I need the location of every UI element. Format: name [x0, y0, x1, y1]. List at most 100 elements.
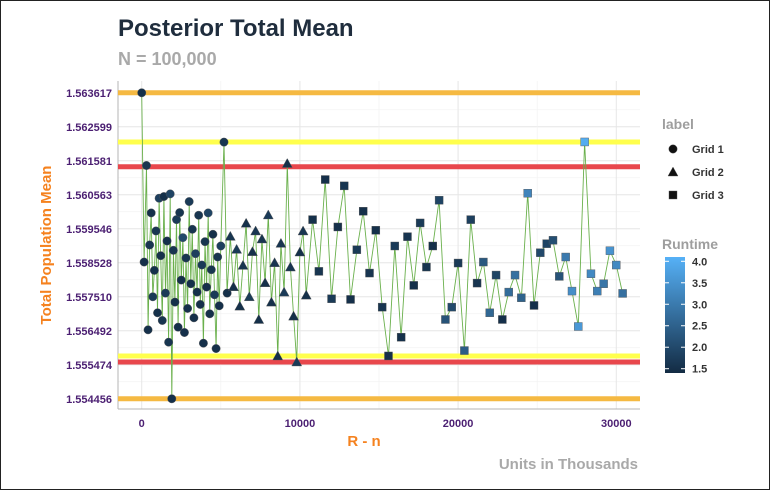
x-tick-label: 20000 — [443, 418, 474, 430]
data-point — [231, 243, 242, 254]
legend-shape-label: Grid 2 — [692, 167, 724, 179]
data-point — [214, 301, 224, 311]
data-point — [523, 189, 532, 198]
data-point — [151, 226, 161, 236]
data-point — [340, 181, 349, 191]
data-point — [561, 252, 570, 262]
x-tick-label: 0 — [139, 418, 145, 430]
data-point — [259, 277, 271, 287]
data-point — [186, 279, 196, 289]
data-point — [253, 314, 265, 324]
data-point — [224, 230, 236, 241]
data-point — [536, 248, 545, 257]
data-point — [517, 293, 526, 302]
data-point — [199, 338, 208, 348]
data-point — [441, 315, 450, 324]
colorbar-tick-label: 2.0 — [692, 342, 707, 354]
data-point — [529, 301, 539, 310]
y-tick-label: 1.559546 — [66, 224, 112, 236]
data-point — [148, 292, 158, 302]
data-point — [164, 337, 174, 347]
data-point — [297, 225, 309, 236]
data-point — [300, 289, 312, 300]
data-point — [156, 251, 166, 261]
data-point — [181, 253, 191, 263]
data-point — [168, 245, 178, 255]
y-tick-label: 1.561581 — [66, 156, 112, 168]
data-point — [275, 237, 287, 248]
data-point — [187, 224, 197, 234]
data-point — [567, 286, 577, 296]
y-tick-label: 1.556492 — [66, 326, 112, 338]
data-point — [262, 209, 274, 220]
runtime-colorbar — [665, 257, 685, 373]
data-point — [491, 270, 501, 280]
colorbar-tick-label: 4.0 — [692, 256, 707, 268]
data-point — [321, 175, 330, 184]
data-point — [288, 310, 299, 321]
data-point — [605, 246, 615, 255]
data-point — [466, 215, 475, 224]
data-point — [192, 287, 202, 297]
data-point — [504, 287, 513, 297]
legend-color-title: Runtime — [662, 236, 718, 252]
data-point — [203, 208, 213, 218]
x-tick-label: 30000 — [601, 418, 632, 430]
data-point — [291, 356, 303, 367]
data-point — [485, 308, 494, 318]
data-point — [173, 322, 183, 332]
data-point — [434, 196, 444, 205]
data-point — [269, 257, 280, 267]
data-point — [479, 257, 488, 267]
data-point — [162, 236, 172, 246]
data-point — [172, 215, 181, 225]
data-point — [206, 265, 216, 275]
chart-subtitle: N = 100,000 — [118, 49, 217, 69]
y-tick-label: 1.563617 — [66, 88, 112, 100]
data-point — [210, 290, 219, 300]
data-point — [167, 394, 177, 404]
data-point — [143, 325, 153, 335]
data-point — [612, 260, 621, 270]
data-point — [428, 241, 437, 251]
data-point — [281, 158, 293, 168]
data-point — [555, 272, 564, 281]
data-point — [184, 197, 194, 206]
data-point — [586, 269, 596, 278]
data-point — [178, 233, 188, 243]
data-point — [180, 328, 189, 337]
data-point — [266, 296, 277, 307]
x-axis-title: R - n — [347, 433, 380, 450]
legend-shape-key — [668, 144, 678, 154]
data-point — [294, 246, 306, 257]
data-point — [183, 304, 193, 313]
data-point — [415, 218, 425, 228]
chart-title: Posterior Total Mean — [118, 15, 354, 42]
data-point — [599, 279, 608, 288]
data-point — [197, 260, 207, 270]
colorbar-tick-label: 2.5 — [692, 321, 707, 333]
data-point — [314, 267, 324, 276]
data-point — [377, 302, 387, 312]
data-point — [165, 189, 175, 199]
data-point — [453, 258, 463, 268]
data-point — [272, 350, 284, 361]
data-point — [285, 261, 296, 272]
data-point — [137, 88, 147, 98]
data-point — [308, 215, 317, 224]
legend-shape-key — [667, 166, 679, 177]
data-point — [358, 207, 368, 216]
data-point — [139, 257, 149, 267]
y-axis-title: Total Population Mean — [38, 166, 55, 325]
colorbar-tick-label: 3.5 — [692, 278, 707, 290]
data-point — [498, 315, 507, 324]
data-point — [247, 246, 258, 256]
data-point — [447, 302, 456, 312]
colorbar-tick-label: 3.0 — [692, 299, 707, 311]
data-point — [222, 288, 232, 298]
data-point — [194, 210, 204, 220]
data-point — [371, 226, 381, 235]
data-point — [175, 208, 185, 218]
data-point — [211, 344, 221, 353]
